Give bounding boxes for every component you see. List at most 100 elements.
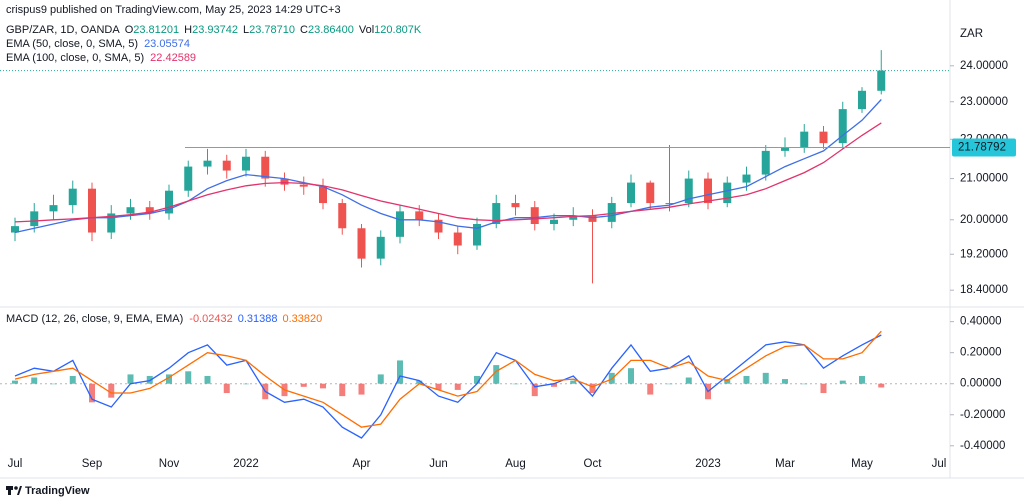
histogram-bar: [50, 383, 57, 385]
histogram-bar: [878, 383, 885, 388]
histogram-bar: [435, 383, 442, 390]
candle-body: [376, 236, 385, 259]
histogram-bar: [782, 379, 788, 384]
candle-body: [704, 178, 712, 204]
indicator-value: 0.33820: [282, 313, 322, 325]
histogram-bar: [589, 383, 596, 394]
macd-line: [14, 334, 882, 439]
histogram-bar: [185, 371, 192, 384]
candle-body: [145, 207, 154, 214]
histogram-bar: [358, 383, 365, 395]
candle-body: [126, 207, 135, 214]
histogram-bar: [474, 375, 480, 384]
candle-body: [665, 203, 674, 205]
y-tick-label: -0.40000: [960, 440, 1005, 452]
histogram-bar: [377, 374, 384, 384]
x-tick-label: 2022: [233, 458, 259, 470]
histogram-bar: [570, 380, 577, 384]
histogram-bar: [127, 374, 134, 384]
ohlc-label: L: [243, 24, 249, 36]
candle-body: [800, 131, 809, 147]
histogram-bar: [512, 383, 519, 385]
candle-body: [530, 207, 539, 225]
histogram-bar: [454, 383, 461, 390]
histogram-bar: [820, 383, 827, 394]
y-tick-label: 0.40000: [960, 316, 1002, 328]
y-tick-label: 18.40000: [960, 284, 1008, 296]
candle-body: [434, 219, 443, 233]
histogram-bar: [320, 383, 326, 389]
candle-body: [184, 166, 193, 191]
macd-line: [14, 330, 882, 428]
brand-name[interactable]: TradingView: [25, 485, 90, 497]
candle-body: [222, 160, 231, 171]
indicator-name: MACD (12, 26, close, 9, EMA, EMA): [6, 313, 183, 325]
histogram-bar: [108, 383, 115, 398]
histogram-bar: [628, 368, 634, 384]
candle-body: [742, 174, 751, 183]
x-tick-label: May: [851, 458, 873, 470]
level-label: 21.78792: [958, 141, 1006, 153]
publisher-line: crispus9 published on TradingView.com, M…: [6, 4, 341, 16]
ema-line: [14, 99, 882, 234]
candle-body: [511, 203, 520, 208]
candle-body: [550, 219, 558, 225]
histogram-bar: [89, 383, 95, 403]
indicator-name: EMA (50, close, 0, SMA, 5): [6, 38, 138, 50]
histogram-bar: [146, 375, 153, 384]
candle-body: [357, 228, 366, 259]
candle-body: [261, 156, 270, 179]
candle-body: [569, 215, 578, 220]
histogram-bar: [243, 383, 249, 385]
candle-body: [492, 203, 501, 225]
histogram-bar: [801, 383, 808, 385]
ohlc-label: H: [184, 24, 192, 36]
y-tick-label: -0.20000: [960, 409, 1005, 421]
brand-logo: [6, 486, 22, 495]
candle-body: [723, 182, 732, 204]
x-tick-label: 2023: [695, 458, 721, 470]
histogram-bar: [647, 383, 654, 395]
indicator-name: EMA (100, close, 0, SMA, 5): [6, 52, 144, 64]
ohlc-value: 23.86400: [308, 24, 354, 36]
indicator-value: 0.31388: [238, 313, 278, 325]
x-tick-label: Jun: [429, 458, 448, 470]
candle-body: [453, 232, 462, 246]
legend-row: EMA (50, close, 0, SMA, 5) 23.05574: [6, 38, 190, 50]
x-tick-label: Apr: [353, 458, 371, 470]
x-tick-label: Jul: [8, 458, 23, 470]
histogram-bar: [859, 375, 865, 384]
ohlc-label: Vol: [359, 24, 374, 36]
legend-row: GBP/ZAR, 1D, OANDA O23.81201 H23.93742 L23.…: [6, 24, 422, 36]
histogram-bar: [12, 380, 18, 384]
legend-row: MACD (12, 26, close, 9, EMA, EMA) -0.0243…: [6, 313, 322, 325]
ohlc-value: 23.93742: [192, 24, 238, 36]
ohlc-value: 23.81201: [133, 24, 179, 36]
x-tick-label: Nov: [159, 458, 180, 470]
symbol: GBP/ZAR, 1D, OANDA: [6, 24, 120, 36]
histogram-bar: [223, 383, 230, 394]
ohlc-value: 120.807K: [374, 24, 422, 36]
candle-body: [203, 160, 212, 167]
ohlc-value: 23.78710: [249, 24, 295, 36]
histogram-bar: [531, 383, 538, 397]
ema-line: [14, 122, 882, 223]
candle-body: [473, 224, 481, 246]
histogram-bar: [551, 383, 557, 387]
level-label-box: [952, 138, 1016, 157]
x-tick-label: Jul: [932, 458, 947, 470]
y-tick-label: 19.20000: [960, 248, 1008, 260]
indicator-value: 23.05574: [144, 38, 190, 50]
histogram-bar: [762, 372, 769, 384]
y-tick-label: 24.00000: [960, 60, 1008, 72]
histogram-bar: [685, 377, 692, 384]
candle-body: [68, 188, 77, 206]
candle-body: [11, 226, 19, 233]
histogram-bar: [416, 380, 423, 384]
ohlc-label: C: [300, 24, 308, 36]
ohlc-label: O: [125, 24, 134, 36]
candle-body: [781, 146, 789, 151]
histogram-bar: [839, 380, 846, 384]
candle-body: [49, 205, 58, 212]
